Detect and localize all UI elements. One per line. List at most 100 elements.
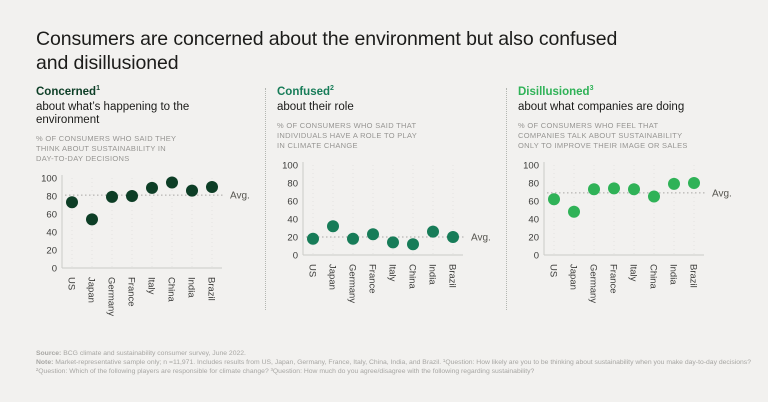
page-title-line2: and disillusioned [36, 51, 179, 74]
data-point [608, 182, 620, 195]
panel-concerned: Concerned1 about what’s happening to the… [36, 85, 250, 329]
x-tick-label: Japan [86, 277, 97, 303]
description-line: % OF CONSUMERS WHO SAID THEY [36, 134, 177, 143]
y-tick-label: 20 [46, 246, 57, 257]
source-text: BCG climate and sustainability consumer … [63, 350, 246, 357]
avg-label: Avg. [712, 189, 732, 200]
y-tick-label: 40 [287, 215, 298, 226]
x-tick-label: France [367, 264, 378, 294]
panel-description: % OF CONSUMERS WHO SAID THAT INDIVIDUALS… [277, 121, 491, 150]
description-line: THINK ABOUT SUSTAINABILITY IN [36, 143, 166, 153]
panel-heading: Disillusioned3 [518, 85, 732, 99]
y-tick-label: 40 [46, 228, 57, 239]
page-title: Consumers are concerned about the enviro… [36, 28, 617, 75]
y-tick-label: 0 [293, 251, 298, 262]
x-tick-label: US [548, 264, 559, 277]
x-tick-label: India [427, 264, 438, 285]
data-point [447, 231, 459, 244]
y-tick-label: 80 [46, 192, 57, 203]
y-tick-label: 80 [287, 179, 298, 190]
data-point [126, 190, 138, 203]
description-line: INDIVIDUALS HAVE A ROLE TO PLAY [277, 130, 418, 140]
y-tick-label: 100 [41, 174, 57, 185]
data-point [146, 182, 158, 195]
panel-subheading: about their role [277, 101, 354, 113]
data-point [628, 183, 640, 196]
x-tick-label: Brazil [206, 277, 217, 301]
x-tick-label: China [166, 277, 177, 303]
note-line: Note: Market-representative sample only;… [36, 359, 754, 377]
y-tick-label: 60 [287, 197, 298, 208]
x-tick-label: India [186, 277, 197, 298]
x-tick-label: Japan [568, 264, 579, 290]
data-point [307, 233, 319, 246]
description-line: IN CLIMATE CHANGE [277, 140, 358, 150]
x-tick-label: Italy [146, 277, 157, 295]
x-tick-label: Brazil [688, 264, 699, 288]
data-point [66, 196, 78, 209]
chart-disillusioned: 0 20 40 60 80 100 Avg. US Japan Germany France Ital… [518, 159, 732, 316]
panel-description: % OF CONSUMERS WHO FEEL THAT COMPANIES T… [518, 121, 732, 150]
data-point [427, 225, 439, 238]
data-point [186, 184, 198, 197]
y-tick-label: 100 [523, 161, 539, 172]
description-line: % OF CONSUMERS WHO SAID THAT [277, 121, 417, 130]
y-tick-label: 0 [534, 251, 539, 262]
panel-heading: Confused2 [277, 85, 491, 99]
data-point [568, 206, 580, 219]
avg-label: Avg. [471, 233, 491, 244]
x-tick-label: Germany [588, 264, 599, 303]
description-line: % OF CONSUMERS WHO FEEL THAT [518, 121, 659, 130]
y-tick-label: 20 [287, 233, 298, 244]
note-text: Market-representative sample only; n =11… [36, 358, 751, 375]
panel-heading-text: Concerned [36, 86, 97, 98]
data-point [347, 233, 359, 246]
footnote-marker: 1 [96, 85, 100, 93]
page-title-line1: Consumers are concerned about the enviro… [36, 28, 618, 50]
chart-svg: 0 20 40 60 80 100 Avg. US Japan Germany France Ital… [523, 161, 732, 304]
x-tick-label: Italy [387, 264, 398, 282]
data-point [86, 213, 98, 226]
data-point [548, 193, 560, 206]
y-tick-label: 80 [528, 179, 539, 190]
footnote-marker: 3 [589, 85, 594, 93]
description-line: ONLY TO IMPROVE THEIR IMAGE OR SALES [518, 140, 688, 150]
description-line: DAY-TO-DAY DECISIONS [36, 153, 130, 163]
footnote-marker: 2 [330, 85, 334, 93]
x-tick-label: China [648, 264, 659, 290]
y-tick-label: 40 [528, 215, 539, 226]
avg-label: Avg. [230, 191, 250, 202]
x-tick-label: US [307, 264, 318, 277]
data-point [367, 228, 379, 241]
panel-disillusioned: Disillusioned3 about what companies are … [518, 85, 732, 316]
x-tick-label: China [407, 264, 418, 290]
y-tick-label: 60 [46, 210, 57, 221]
chart-svg: 0 20 40 60 80 100 Avg. US Japan Germany France Ital… [282, 161, 491, 304]
panel-confused: Confused2 about their role % OF CONSUMER… [277, 85, 491, 316]
data-point [206, 181, 218, 194]
panel-heading-text: Confused [277, 86, 331, 98]
y-tick-label: 0 [52, 264, 57, 275]
data-point [106, 191, 118, 204]
x-tick-label: Germany [347, 264, 358, 303]
x-tick-label: Italy [628, 264, 639, 282]
data-point [588, 183, 600, 196]
data-point [387, 236, 399, 249]
data-point [166, 176, 178, 189]
chart-svg: 0 20 40 60 80 100 Avg. US Japan Germany France Ital… [41, 174, 250, 317]
panel-subheading: about what companies are doing [518, 101, 685, 113]
data-point [668, 178, 680, 191]
description-line: COMPANIES TALK ABOUT SUSTAINABILITY [518, 130, 683, 140]
panel-divider [506, 88, 507, 310]
footnotes: Source: BCG climate and sustainability c… [36, 350, 754, 376]
panel-divider [265, 88, 266, 310]
source-label: Source: [36, 350, 62, 357]
panel-heading: Concerned1 [36, 85, 250, 99]
data-point [407, 238, 419, 251]
x-tick-label: Germany [106, 277, 117, 316]
data-point [327, 220, 339, 233]
note-label: Note: [36, 358, 54, 366]
x-tick-label: India [668, 264, 679, 285]
panel-description: % OF CONSUMERS WHO SAID THEY THINK ABOUT… [36, 134, 250, 163]
